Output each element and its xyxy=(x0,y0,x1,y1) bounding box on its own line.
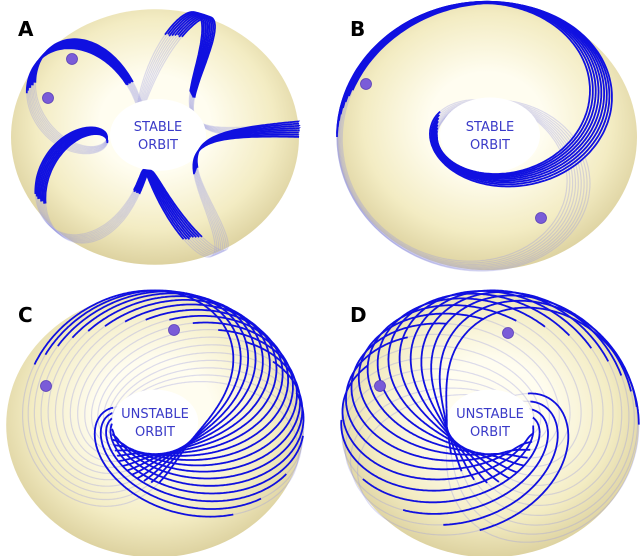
panel: B STABLE ORBIT xyxy=(337,2,637,271)
orbit-point xyxy=(375,381,386,392)
torus-hole xyxy=(110,99,206,171)
panel: A STABLE ORBIT xyxy=(11,9,299,265)
panel-label: A xyxy=(18,17,34,41)
orbit-label: UNSTABLE xyxy=(121,407,189,422)
panel: C UNSTABLE ORBIT xyxy=(6,291,304,556)
orbit-point xyxy=(41,381,52,392)
orbit-label: ORBIT xyxy=(470,138,510,153)
figure: A STABLE ORBIT B STABLE ORBIT C UNSTABLE ORBIT D U… xyxy=(0,0,641,556)
torus-hole xyxy=(440,98,540,173)
orbit-label: ORBIT xyxy=(135,425,175,440)
panel-label: C xyxy=(18,303,33,327)
orbit-point xyxy=(536,213,547,224)
orbit-label: ORBIT xyxy=(138,138,178,153)
orbit-point xyxy=(503,328,514,339)
orbit-label: STABLE xyxy=(466,120,514,135)
orbit-front xyxy=(290,122,298,123)
orbit-point xyxy=(43,93,54,104)
orbit-label: UNSTABLE xyxy=(456,407,524,422)
panel: D UNSTABLE ORBIT xyxy=(341,290,639,556)
orbit-point xyxy=(361,79,372,90)
orbit-label: ORBIT xyxy=(470,425,510,440)
orbit-label: STABLE xyxy=(134,120,182,135)
orbit-point xyxy=(169,325,180,336)
panel-label: D xyxy=(350,303,367,327)
orbit-front xyxy=(111,424,112,428)
panel-label: B xyxy=(350,17,365,41)
orbit-front xyxy=(112,408,114,409)
orbit-point xyxy=(67,54,78,65)
